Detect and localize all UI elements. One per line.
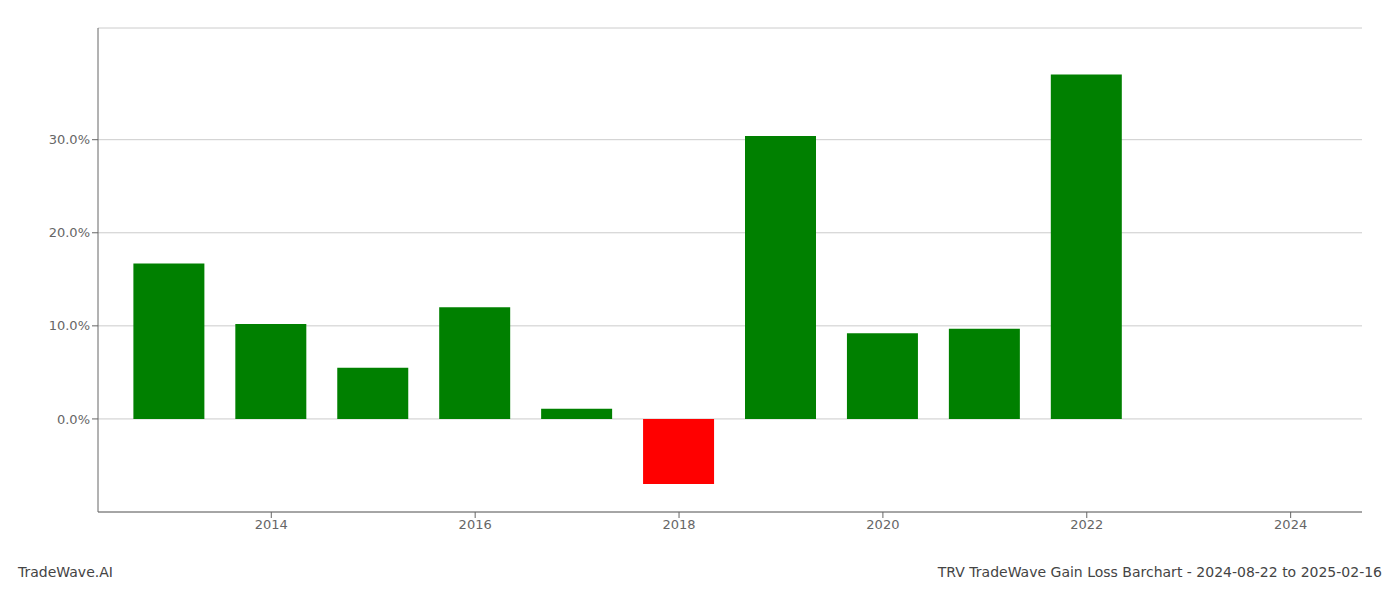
html-text:TRV TradeWave Gain Loss Barcha: TRV TradeWave Gain Loss Barchart - 2024-… <box>937 564 1382 580</box>
svg-text:30.0%: 30.0% <box>49 132 90 147</box>
html-text:TradeWave.AI: TradeWave.AI <box>18 564 113 580</box>
svg-text:0.0%: 0.0% <box>57 412 90 427</box>
svg-text:2014: 2014 <box>255 517 288 532</box>
svg-text:2024: 2024 <box>1274 517 1307 532</box>
svg-text:2022: 2022 <box>1070 517 1103 532</box>
svg-text:10.0%: 10.0% <box>49 318 90 333</box>
svg-text:2016: 2016 <box>459 517 492 532</box>
svg-text:20.0%: 20.0% <box>49 225 90 240</box>
svg-text:2018: 2018 <box>662 517 695 532</box>
svg-text:2020: 2020 <box>866 517 899 532</box>
